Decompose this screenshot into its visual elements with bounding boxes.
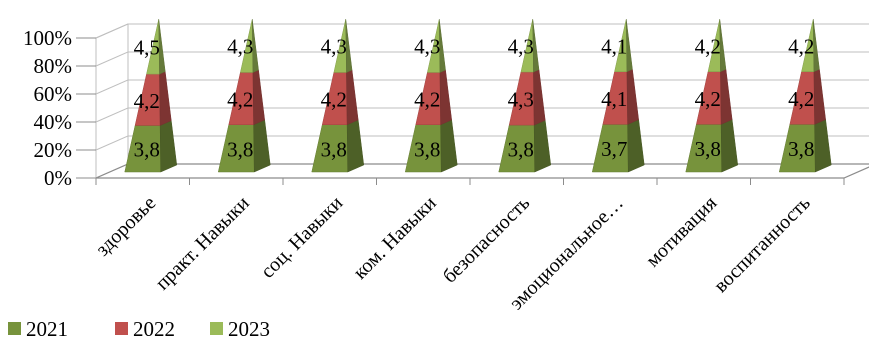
segment-side: [626, 18, 633, 73]
pyramid-6: 3,8 4,2 4,2: [685, 18, 739, 173]
pyramid-2: 3,8 4,2 4,3: [311, 18, 365, 173]
segment-side: [533, 69, 546, 126]
y-tick-label: 0%: [44, 166, 72, 190]
category-label: практ. Навыки: [151, 192, 254, 295]
category-label: мотивация: [642, 192, 722, 272]
legend: 2021 2022 2023: [8, 317, 270, 341]
pyramid-stacks: 3,8 4,2 4,5 3,8 4,2 4,3 3,8 4,2 4,3 3,8 4,2 4,3 3,8 4…: [124, 18, 832, 173]
legend-label: 2022: [133, 317, 175, 341]
data-label: 4,2: [695, 34, 721, 58]
segment-side: [346, 69, 359, 126]
segment-side: [253, 119, 271, 173]
side-wall-top: [95, 23, 129, 39]
segment-side: [439, 18, 446, 73]
data-label: 4,2: [227, 88, 253, 112]
segment-side: [814, 119, 832, 173]
category-label: соц. Навыки: [257, 192, 348, 283]
gridline-side: [95, 107, 129, 123]
data-label: 3,7: [601, 137, 627, 161]
segment-side: [532, 18, 540, 73]
pyramid-0: 3,8 4,2 4,5: [124, 18, 178, 173]
segment-side: [159, 120, 178, 173]
data-label: 4,1: [601, 87, 627, 111]
segment-side: [439, 69, 452, 126]
category-label: безопасность: [439, 192, 535, 288]
pyramid-4: 3,8 4,3 4,3: [498, 18, 552, 173]
y-tick-label: 60%: [34, 82, 73, 106]
segment-side: [252, 69, 265, 126]
data-label: 4,3: [414, 35, 440, 59]
gridlines: [95, 23, 869, 179]
pyramid-7: 3,8 4,2 4,2: [778, 18, 832, 173]
legend-swatch: [8, 322, 21, 335]
y-axis-ticks: 0% 20% 40% 60% 80% 100%: [23, 26, 96, 190]
data-label: 3,8: [227, 137, 253, 161]
category-label: здоровье: [92, 192, 161, 261]
floor: [95, 163, 869, 179]
segment-side: [720, 119, 739, 173]
data-label: 3,8: [788, 137, 814, 161]
data-label: 4,3: [508, 88, 534, 112]
segment-side: [533, 119, 552, 173]
pyramid-3: 3,8 4,2 4,3: [404, 18, 458, 173]
y-tick-label: 20%: [34, 138, 73, 162]
data-label: 4,2: [788, 34, 814, 58]
data-label: 3,8: [695, 137, 721, 161]
category-label: воспитанность: [710, 192, 815, 297]
category-label: ком. Навыки: [349, 192, 441, 284]
data-label: 4,1: [601, 34, 627, 58]
data-label: 4,3: [508, 35, 534, 59]
segment-side: [813, 68, 826, 125]
gridline-side: [95, 51, 129, 67]
gridline-side: [95, 135, 129, 151]
y-tick-label: 80%: [34, 54, 73, 78]
data-label: 4,2: [788, 87, 814, 111]
segment-side: [719, 18, 727, 73]
data-label: 4,2: [695, 87, 721, 111]
legend-label: 2023: [228, 317, 270, 341]
data-label: 4,2: [134, 89, 160, 113]
gridline-side: [95, 79, 129, 95]
segment-side: [626, 68, 639, 125]
data-label: 4,2: [414, 88, 440, 112]
legend-label: 2021: [26, 317, 68, 341]
data-label: 4,2: [321, 88, 347, 112]
data-label: 3,8: [134, 138, 160, 162]
data-label: 4,3: [227, 35, 253, 59]
data-label: 3,8: [321, 137, 347, 161]
segment-side: [627, 119, 645, 173]
segment-side: [346, 119, 365, 173]
y-tick-label: 100%: [23, 26, 72, 50]
data-label: 3,8: [508, 138, 534, 162]
segment-side: [252, 18, 259, 73]
pyramid-5: 3,7 4,1 4,1: [591, 18, 645, 173]
data-label: 4,3: [321, 35, 347, 59]
pyramid-1: 3,8 4,2 4,3: [217, 18, 271, 173]
legend-swatch: [210, 322, 223, 335]
segment-side: [813, 18, 820, 73]
segment-side: [720, 68, 733, 125]
segment-side: [345, 18, 353, 73]
y-tick-label: 40%: [34, 110, 73, 134]
segment-side: [158, 18, 166, 75]
segment-side: [440, 119, 458, 173]
data-label: 4,5: [134, 36, 160, 60]
data-label: 3,8: [414, 137, 440, 161]
legend-swatch: [115, 322, 128, 335]
